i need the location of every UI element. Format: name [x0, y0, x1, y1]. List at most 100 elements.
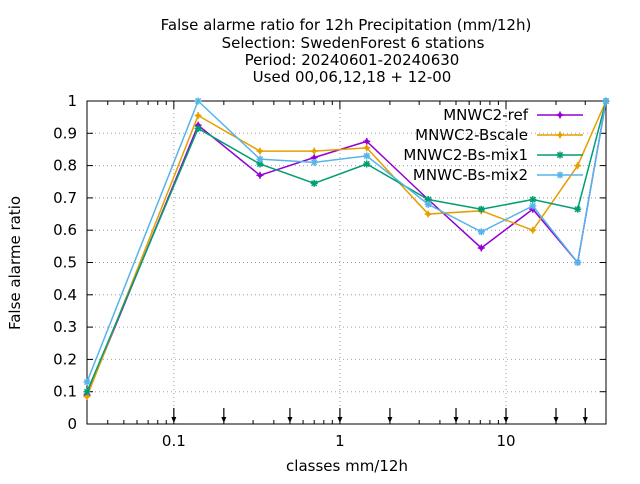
data-point: [424, 200, 432, 208]
data-point-d2: [311, 159, 318, 166]
data-point: [574, 259, 582, 266]
data-point-d2: [574, 206, 581, 213]
legend-entry: MNWC-Bs-mix2: [413, 166, 583, 184]
chart-title-block: False alarme ratio for 12h Precipitation…: [161, 16, 532, 86]
y-tick-label: 0.1: [53, 383, 77, 401]
data-point-dot: [195, 113, 201, 118]
series-line: [86, 100, 607, 396]
data-point: [194, 97, 202, 105]
y-tick-label: 0.8: [53, 157, 77, 175]
data-point-dot: [479, 245, 484, 251]
data-point-dot: [557, 112, 563, 118]
data-point-d2: [602, 97, 610, 105]
data-point-d2: [311, 180, 318, 187]
y-tick-label: 0.3: [53, 318, 77, 336]
data-point-dot: [530, 228, 536, 233]
data-point-d2: [256, 156, 264, 163]
chart-title-line-2: Selection: SwedenForest 6 stations: [222, 34, 485, 52]
data-point-d2: [194, 125, 202, 132]
class-boundary-arrow-head: [387, 417, 393, 423]
data-point-d2: [529, 196, 536, 203]
class-boundary-arrow: [287, 408, 293, 423]
data-point: [477, 205, 485, 213]
series-MNWC2-ref: [83, 97, 610, 399]
data-point: [477, 228, 485, 236]
data-point: [363, 160, 371, 168]
data-point-dot: [257, 173, 263, 178]
data-point: [310, 147, 318, 155]
class-boundary-arrow-head: [453, 417, 459, 423]
chart-title-line-1: False alarme ratio for 12h Precipitation…: [161, 16, 532, 34]
class-boundary-arrow: [553, 408, 559, 423]
data-point-dot: [557, 132, 563, 138]
data-point: [529, 202, 537, 210]
class-boundary-arrow-head: [337, 417, 343, 423]
series-MNWC-Bs-mix2: [83, 97, 610, 386]
legend-entry: MNWC2-ref: [443, 106, 583, 124]
class-boundary-arrow-head: [582, 417, 588, 423]
y-tick-label: 0.9: [53, 124, 77, 142]
y-tick-label: 1: [67, 92, 77, 110]
data-point-d2: [529, 202, 536, 210]
data-point-dot: [84, 394, 90, 399]
axes: 0 0.1 0.2 0.3 0.4 0.5 0.6 0.7 0.8 0.9 1 0.1 1 10: [53, 92, 607, 450]
data-point: [310, 179, 318, 187]
series-MNWC2-Bscale: [83, 97, 610, 401]
class-boundary-arrow: [582, 408, 588, 423]
class-boundary-arrow: [387, 408, 393, 423]
y-axis-label: False alarme ratio: [6, 196, 24, 330]
data-point: [83, 393, 91, 401]
series-line: [86, 99, 607, 383]
class-boundary-arrow: [337, 408, 343, 423]
grid-lines: [87, 101, 606, 424]
x-tick-label: 1: [335, 432, 345, 450]
data-point: [256, 147, 264, 155]
legend-entry: MNWC2-Bscale: [415, 126, 583, 144]
x-tick-label: 10: [496, 432, 515, 450]
legend-label: MNWC-Bs-mix2: [413, 166, 528, 184]
class-boundary-markers: [171, 408, 588, 423]
data-point-d2: [478, 206, 485, 213]
y-tick-label: 0.6: [53, 221, 77, 239]
data-point-d2: [83, 378, 91, 386]
series-line: [86, 100, 607, 397]
chart-title-line-4: Used 00,06,12,18 + 12-00: [253, 68, 452, 86]
data-point: [194, 124, 202, 132]
data-point: [424, 210, 432, 218]
data-point-d2: [83, 388, 91, 395]
y-tick-label: 0: [67, 415, 77, 433]
data-point: [363, 137, 371, 145]
data-point-d2: [363, 152, 370, 160]
data-point-dot: [575, 163, 580, 168]
data-point-dot: [364, 145, 369, 151]
data-point-d2: [363, 160, 370, 168]
data-point: [83, 388, 91, 396]
data-point-dot: [425, 211, 431, 217]
legend-entry: MNWC2-Bs-mix1: [403, 146, 583, 164]
data-point-d2: [478, 228, 485, 235]
data-point: [363, 144, 371, 152]
legend-label: MNWC2-Bs-mix1: [403, 146, 528, 164]
class-boundary-arrow-head: [503, 417, 509, 423]
data-point-d2: [425, 196, 432, 203]
data-point-dot: [257, 148, 263, 154]
x-axis-label: classes mm/12h: [286, 457, 408, 475]
class-boundary-arrow: [503, 408, 509, 423]
data-point-d2: [574, 259, 581, 266]
data-point: [556, 131, 564, 139]
data-point-dot: [311, 148, 317, 154]
data-point: [529, 226, 537, 234]
data-point-dot: [311, 155, 317, 160]
data-point: [602, 97, 610, 105]
data-point: [556, 171, 564, 179]
data-point: [310, 158, 318, 166]
class-boundary-arrow-head: [287, 417, 293, 423]
data-point-d2: [256, 160, 264, 168]
x-tick-label: 0.1: [162, 432, 186, 450]
data-point: [556, 111, 564, 119]
y-tick-label: 0.4: [53, 286, 77, 304]
data-point: [556, 151, 564, 159]
data-point-dot: [364, 139, 369, 144]
series-layer: [83, 97, 610, 401]
